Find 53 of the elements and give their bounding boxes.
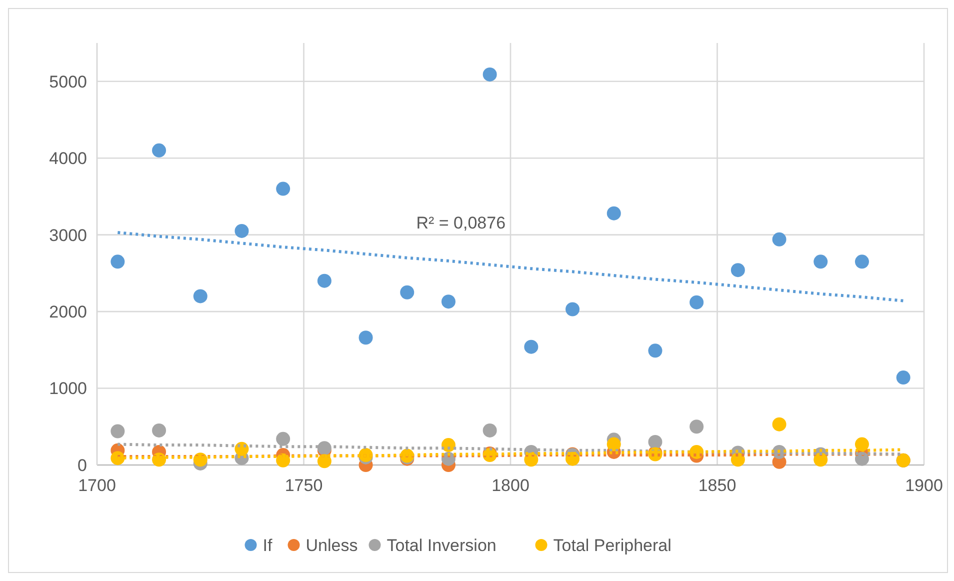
y-tick-label: 5000 (49, 72, 87, 92)
point (110, 424, 125, 438)
x-tick-label: 1850 (698, 476, 736, 495)
point (441, 294, 456, 309)
y-tick-label: 0 (78, 456, 87, 475)
point (648, 434, 662, 449)
x-tick-label: 1900 (905, 476, 943, 495)
y-tick-label: 1000 (49, 379, 87, 398)
line-series (116, 231, 905, 302)
point (234, 224, 249, 238)
x-tick-label: 1800 (492, 476, 530, 495)
point (524, 340, 538, 354)
point (854, 254, 869, 269)
point (193, 289, 208, 304)
point (814, 452, 828, 467)
y-tick-label: 2000 (49, 302, 87, 322)
x-tick-label: 1750 (284, 476, 323, 495)
legend-label: Total Peripheral (553, 536, 672, 555)
point (276, 453, 290, 468)
point (814, 254, 828, 269)
point (772, 232, 786, 246)
y-tick-label: 3000 (49, 226, 87, 245)
legend-label: Unless (306, 536, 358, 555)
point (690, 420, 704, 434)
point (854, 437, 869, 452)
point (730, 452, 745, 467)
point (648, 344, 662, 358)
point (276, 182, 290, 196)
point (896, 370, 910, 385)
point (110, 451, 125, 466)
point (358, 330, 373, 345)
annotation: R² = 0,0876 (416, 214, 506, 233)
point (152, 423, 166, 438)
y-tick-label: 4000 (49, 149, 87, 168)
point (317, 454, 332, 468)
legend-label: If (262, 536, 272, 555)
point (110, 254, 125, 269)
point (400, 285, 414, 300)
point (690, 295, 704, 310)
point (482, 423, 497, 438)
x-tick-label: 1700 (78, 476, 116, 495)
point (606, 437, 621, 452)
point (566, 302, 580, 316)
point (854, 452, 869, 466)
legend-label: Total Inversion (386, 536, 496, 555)
point (524, 452, 538, 467)
point (152, 143, 166, 158)
point (606, 206, 621, 220)
point (482, 67, 497, 82)
point (276, 432, 290, 446)
point (772, 417, 786, 432)
point (317, 274, 332, 288)
point (730, 263, 745, 278)
